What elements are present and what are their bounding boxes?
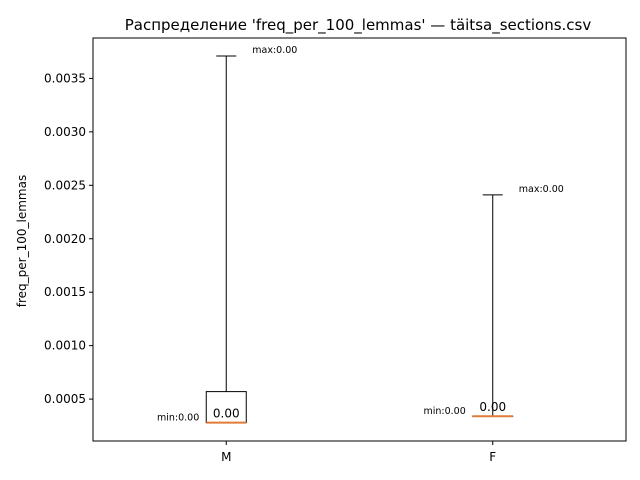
y-tick-label: 0.0015 <box>44 285 86 299</box>
y-axis-label: freq_per_100_lemmas <box>15 175 29 307</box>
median-label: 0.00 <box>213 407 240 421</box>
axes-frame <box>92 37 627 442</box>
y-tick-label: 0.0030 <box>44 125 86 139</box>
y-tick-label: 0.0005 <box>44 392 86 406</box>
y-tick-label: 0.0010 <box>44 339 86 353</box>
max-annotation: max:0.00 <box>519 184 564 195</box>
y-tick-label: 0.0025 <box>44 178 86 192</box>
max-annotation: max:0.00 <box>252 45 297 56</box>
median-label: 0.00 <box>479 400 506 414</box>
x-tick-label: M <box>221 450 231 464</box>
x-tick-label: F <box>489 450 496 464</box>
plot-area: 0.0005 0.0010 0.0015 0.0020 0.0025 0.0030 0.00… <box>44 37 627 464</box>
min-annotation: min:0.00 <box>423 406 465 417</box>
y-tick-label: 0.0035 <box>44 71 86 85</box>
min-annotation: min:0.00 <box>157 413 199 424</box>
chart-title: Распределение 'freq_per_100_lemmas' — tä… <box>125 16 592 35</box>
y-tick-label: 0.0020 <box>44 232 86 246</box>
